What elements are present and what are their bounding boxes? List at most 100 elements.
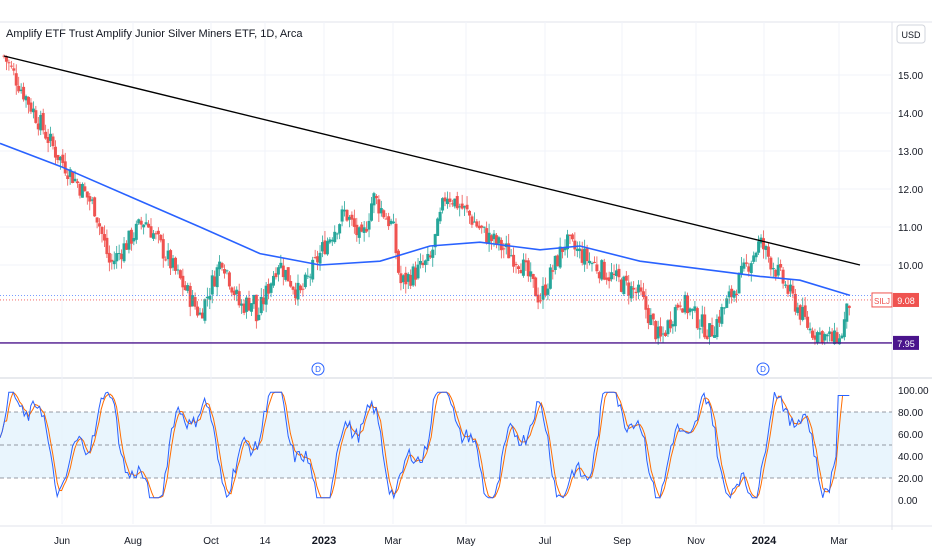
candle-body	[472, 221, 476, 223]
candle-body	[754, 252, 758, 258]
candle-body	[477, 225, 481, 229]
candle-body	[318, 252, 322, 264]
candle-body	[815, 332, 819, 343]
candle-body	[306, 275, 310, 277]
candle-body	[347, 216, 351, 220]
candle-body	[597, 272, 601, 279]
currency-button[interactable]: USD	[896, 24, 926, 44]
dividend-marker[interactable]: D	[311, 362, 325, 376]
chart-title: Amplify ETF Trust Amplify Junior Silver …	[6, 28, 303, 40]
candle-body	[634, 291, 638, 294]
dividend-marker[interactable]: D	[756, 362, 770, 376]
candle-body	[379, 208, 383, 214]
candle-body	[210, 275, 214, 295]
candle-body	[725, 298, 729, 308]
candle-body	[284, 270, 288, 280]
candle-body	[443, 197, 447, 202]
candle-body	[627, 282, 631, 296]
candle-body	[828, 331, 832, 334]
candle-body	[137, 219, 141, 224]
candle-body	[414, 267, 418, 280]
candle-body	[154, 233, 158, 235]
candle-body	[570, 234, 574, 240]
candle-body	[458, 206, 462, 208]
symbol-price-badge: SILJ 9.08	[871, 292, 919, 308]
price-badge-value: 9.08	[897, 296, 915, 306]
candle-body	[720, 306, 724, 324]
candle-body	[313, 257, 317, 259]
candle-body	[166, 250, 170, 260]
candle-body	[355, 224, 359, 236]
candle-body	[470, 216, 474, 225]
candle-body	[58, 156, 62, 161]
candle-body	[583, 248, 587, 265]
candle-body	[514, 264, 518, 266]
candle-body	[813, 335, 817, 340]
candle-body	[637, 284, 641, 293]
candle-body	[742, 262, 746, 269]
candle-body	[90, 199, 94, 201]
level-badge-value: 7.95	[897, 339, 915, 349]
candle-body	[53, 146, 57, 158]
candle-body	[681, 308, 685, 313]
candle-body	[497, 237, 501, 244]
candle-body	[164, 259, 168, 261]
candle-body	[796, 307, 800, 313]
candle-body	[230, 287, 234, 293]
candle-body	[122, 243, 126, 262]
candle-body	[125, 243, 128, 250]
candle-body	[600, 260, 604, 280]
candle-body	[176, 269, 180, 271]
candle-body	[325, 241, 329, 255]
candle-body	[798, 305, 802, 320]
candle-body	[512, 254, 516, 267]
candle-body	[365, 228, 369, 232]
candle-body	[102, 234, 106, 241]
candle-body	[95, 217, 99, 223]
candle-body	[558, 246, 562, 268]
candle-body	[31, 108, 35, 113]
candle-body	[411, 266, 415, 286]
candle-body	[661, 333, 665, 335]
candle-body	[323, 240, 327, 255]
candle-body	[100, 227, 104, 235]
candle-body	[823, 334, 827, 341]
overlay-labels: Amplify ETF Trust Amplify Junior Silver …	[6, 24, 926, 376]
candle-body	[485, 228, 489, 244]
candle-body	[382, 210, 386, 218]
candle-body	[536, 294, 540, 303]
stochastic-y-tick-label: 40.00	[898, 452, 923, 463]
x-tick-label: Sep	[613, 536, 631, 547]
candle-body	[671, 324, 675, 327]
candle-body	[705, 335, 709, 340]
candle-body	[193, 297, 197, 307]
candle-body	[7, 62, 11, 64]
candle-body	[664, 332, 667, 336]
candle-body	[343, 209, 347, 212]
candle-body	[607, 277, 611, 282]
candle-body	[328, 239, 332, 243]
candle-body	[445, 198, 449, 205]
candle-body	[174, 257, 177, 271]
candle-body	[717, 316, 721, 323]
candle-body	[610, 272, 614, 280]
candle-body	[19, 89, 23, 92]
candle-body	[409, 274, 413, 286]
candle-body	[619, 279, 623, 292]
candle-body	[191, 295, 195, 307]
candle-body	[774, 269, 778, 277]
candle-body	[161, 239, 165, 259]
x-tick-label: 2023	[312, 535, 336, 547]
candle-body	[482, 226, 486, 228]
x-tick-label: Jul	[539, 536, 552, 547]
stochastic-band	[0, 411, 892, 479]
candle-body	[56, 154, 60, 161]
candle-body	[492, 233, 496, 240]
candle-body	[575, 248, 579, 251]
candle-body	[83, 186, 87, 191]
candle-body	[301, 288, 305, 290]
candle-body	[335, 233, 339, 235]
candle-body	[120, 253, 124, 260]
candle-body	[438, 211, 442, 222]
axes: Jun Aug Oct 14 2023 Mar May Jul Sep Nov 2024 Mar 10.…	[54, 71, 929, 547]
